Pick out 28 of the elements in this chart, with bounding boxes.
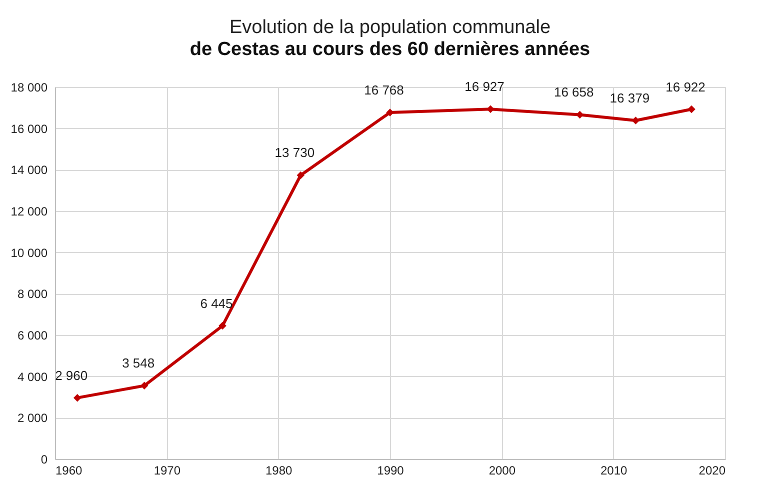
data-label: 3 548 — [122, 356, 155, 371]
y-tick-label: 8 000 — [17, 287, 48, 302]
y-tick-label: 2 000 — [17, 411, 48, 426]
data-label: 16 379 — [610, 90, 650, 106]
y-tick-label: 12 000 — [10, 204, 48, 218]
data-label: 16 658 — [554, 84, 594, 100]
data-label: 16 922 — [666, 79, 706, 94]
data-label: 16 768 — [364, 82, 404, 98]
x-tick-label: 2010 — [600, 464, 628, 478]
x-tick-label: 1990 — [377, 464, 404, 478]
data-label: 6 445 — [200, 296, 233, 311]
x-tick-label: 2000 — [488, 464, 516, 478]
chart-subtitle: de Cestas au cours des 60 dernières années — [190, 39, 590, 60]
data-label: 2 960 — [55, 368, 88, 383]
y-tick-label: 6 000 — [17, 328, 48, 342]
x-tick-label: 1970 — [154, 464, 181, 478]
x-tick-label: 1960 — [56, 464, 83, 478]
y-tick-label: 16 000 — [10, 122, 48, 136]
y-tick-label: 18 000 — [10, 80, 48, 94]
x-tick-label: 2020 — [698, 464, 726, 478]
x-tick-label: 1980 — [265, 464, 293, 478]
data-label: 13 730 — [274, 145, 315, 160]
y-tick-label: 0 — [40, 452, 48, 466]
y-tick-label: 4 000 — [17, 370, 48, 384]
data-label: 16 927 — [464, 79, 504, 94]
y-tick-label: 14 000 — [10, 163, 48, 178]
chart-title: Evolution de la population communale — [229, 17, 551, 38]
y-tick-label: 10 000 — [10, 246, 48, 260]
